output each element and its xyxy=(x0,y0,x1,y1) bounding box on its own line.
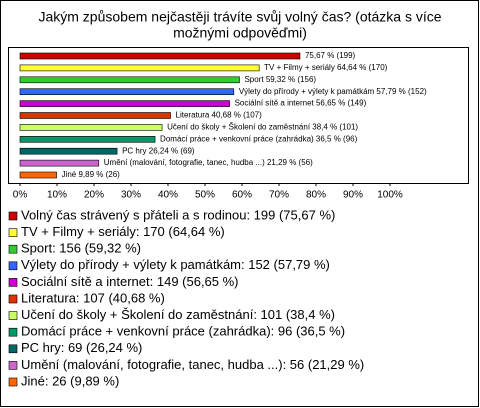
chart-title: možnými odpověďmi) xyxy=(173,25,307,41)
legend-label: TV + Filmy + seriály: 170 (64,64 %) xyxy=(21,224,225,239)
plot-area xyxy=(8,47,469,184)
value-label: TV + Filmy + seriály 64,64 % (170) xyxy=(264,63,387,72)
bar xyxy=(19,52,301,60)
legend-label: Sport: 156 (59,32 %) xyxy=(21,241,141,256)
x-tick-label: 0% xyxy=(13,190,28,201)
bar xyxy=(19,88,235,95)
bar xyxy=(19,147,118,155)
value-label: Umění (malování, fotografie, tanec, hudb… xyxy=(104,158,313,167)
legend-swatch xyxy=(8,294,18,304)
value-label: Sociální sítě a internet 56,65 % (149) xyxy=(235,99,367,108)
legend-swatch xyxy=(8,311,18,320)
x-tick-label: 80% xyxy=(306,190,326,201)
value-label: Jiné 9,89 % (26) xyxy=(62,170,121,179)
bar xyxy=(19,171,57,179)
legend-label: PC hry: 69 (26,24 %) xyxy=(21,340,142,355)
bar xyxy=(19,159,100,167)
legend-swatch xyxy=(8,361,18,370)
legend-label: Výlety do přírody + výlety k památkám: 1… xyxy=(21,257,330,272)
x-tick-label: 20% xyxy=(84,190,104,201)
x-tick-label: 10% xyxy=(47,190,67,201)
x-tick-label: 100% xyxy=(377,190,403,201)
bar xyxy=(19,64,260,72)
value-label: Výlety do přírody + výlety k památkám 57… xyxy=(239,87,427,96)
bar xyxy=(19,112,171,119)
chart-title: Jakým způsobem nejčastěji trávíte svůj v… xyxy=(38,9,441,25)
x-tick-label: 50% xyxy=(195,190,215,201)
legend-swatch xyxy=(8,344,18,354)
value-label: Literatura 40,68 % (107) xyxy=(176,111,263,120)
legend-swatch xyxy=(8,261,18,271)
legend-label: Jiné: 26 (9,89 %) xyxy=(21,373,119,388)
legend-label: Umění (malování, fotografie, tanec, hudb… xyxy=(21,357,364,372)
legend-swatch xyxy=(8,228,18,237)
bar xyxy=(19,136,156,143)
legend-swatch xyxy=(8,327,18,337)
x-tick-label: 40% xyxy=(158,190,178,201)
x-tick-label: 90% xyxy=(343,190,363,201)
legend-label: Literatura: 107 (40,68 %) xyxy=(21,290,165,305)
bar xyxy=(19,76,240,84)
legend-swatch xyxy=(8,278,18,287)
value-label: Domácí práce + venkovní práce (zahrádka)… xyxy=(160,134,358,143)
legend-swatch xyxy=(8,244,18,254)
value-label: Učení do školy + Školení do zaměstnání 3… xyxy=(167,123,358,132)
legend-label: Sociální sítě a internet: 149 (56,65 %) xyxy=(21,274,239,289)
legend-label: Volný čas strávený s přáteli a s rodinou… xyxy=(21,207,335,222)
bar xyxy=(19,100,230,107)
legend-swatch xyxy=(8,211,18,221)
x-tick-label: 70% xyxy=(269,190,289,201)
x-tick-label: 60% xyxy=(232,190,252,201)
bar xyxy=(19,124,163,131)
legend-label: Domácí práce + venkovní práce (zahrádka)… xyxy=(21,324,345,339)
legend-swatch xyxy=(8,377,18,387)
value-label: Sport 59,32 % (156) xyxy=(244,75,316,84)
legend-label: Učení do školy + Školení do zaměstnání: … xyxy=(21,307,335,322)
value-label: PC hry 26,24 % (69) xyxy=(122,146,195,155)
x-tick-label: 30% xyxy=(121,190,141,201)
value-label: 75,67 % (199) xyxy=(305,51,356,60)
